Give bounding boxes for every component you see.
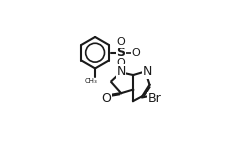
Text: O: O	[116, 58, 125, 68]
Text: S: S	[116, 46, 125, 59]
Text: N: N	[142, 65, 151, 78]
Text: Br: Br	[147, 92, 161, 105]
Text: O: O	[101, 92, 111, 105]
Text: CH₃: CH₃	[84, 78, 97, 84]
Text: N: N	[116, 65, 125, 78]
Text: O: O	[116, 37, 125, 47]
Text: O: O	[131, 48, 139, 58]
